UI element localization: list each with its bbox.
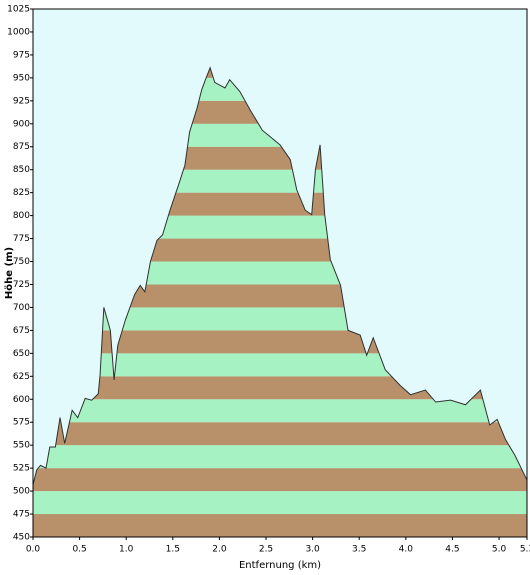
- y-tick-label: 650: [13, 349, 30, 359]
- y-tick-label: 975: [13, 50, 30, 60]
- x-tick-label: 1.0: [119, 545, 134, 555]
- y-tick-label: 500: [13, 487, 30, 497]
- y-tick-label: 475: [13, 510, 30, 520]
- x-tick-label: 3.0: [305, 545, 320, 555]
- y-tick-label: 725: [13, 280, 30, 290]
- band: [33, 422, 527, 446]
- elevation-line: [32, 66, 528, 485]
- y-tick-label: 750: [13, 257, 30, 267]
- band: [33, 491, 527, 515]
- x-tick-label: 2.0: [212, 545, 227, 555]
- y-tick-label: 1025: [7, 5, 30, 15]
- x-axis-title: Entfernung (km): [239, 560, 321, 571]
- x-tick-label: 3.5: [352, 545, 366, 555]
- y-tick-label: 450: [13, 533, 30, 543]
- y-tick-label: 825: [13, 188, 30, 198]
- y-axis-title: Höhe (m): [4, 247, 15, 299]
- x-tick-label: 5.3: [520, 545, 530, 555]
- plot-frame: [32, 8, 528, 538]
- band: [33, 445, 527, 469]
- y-tick-label: 625: [13, 372, 30, 382]
- y-tick-label: 800: [13, 211, 30, 221]
- y-tick-label: 925: [13, 96, 30, 106]
- x-tick-label: 4.0: [399, 545, 414, 555]
- x-tick-label: 0.0: [26, 545, 41, 555]
- y-tick-label: 775: [13, 234, 30, 244]
- y-tick-label: 550: [13, 441, 30, 451]
- x-tick-label: 2.5: [259, 545, 273, 555]
- y-tick-label: 850: [13, 165, 30, 175]
- y-tick-label: 700: [13, 303, 30, 313]
- y-tick-label: 1000: [7, 27, 30, 37]
- y-tick-label: 900: [13, 119, 30, 129]
- y-tick-label: 675: [13, 326, 30, 336]
- y-tick-label: 525: [13, 464, 30, 474]
- band: [33, 514, 527, 537]
- y-tick-label: 575: [13, 418, 30, 428]
- band: [33, 468, 527, 492]
- y-tick-label: 950: [13, 73, 30, 83]
- band: [33, 399, 527, 423]
- x-tick-label: 5.0: [492, 545, 507, 555]
- y-tick-label: 600: [13, 395, 30, 405]
- y-tick-label: 875: [13, 142, 30, 152]
- x-tick-label: 1.5: [166, 545, 180, 555]
- x-tick-label: 4.5: [445, 545, 459, 555]
- x-tick-label: 0.5: [72, 545, 86, 555]
